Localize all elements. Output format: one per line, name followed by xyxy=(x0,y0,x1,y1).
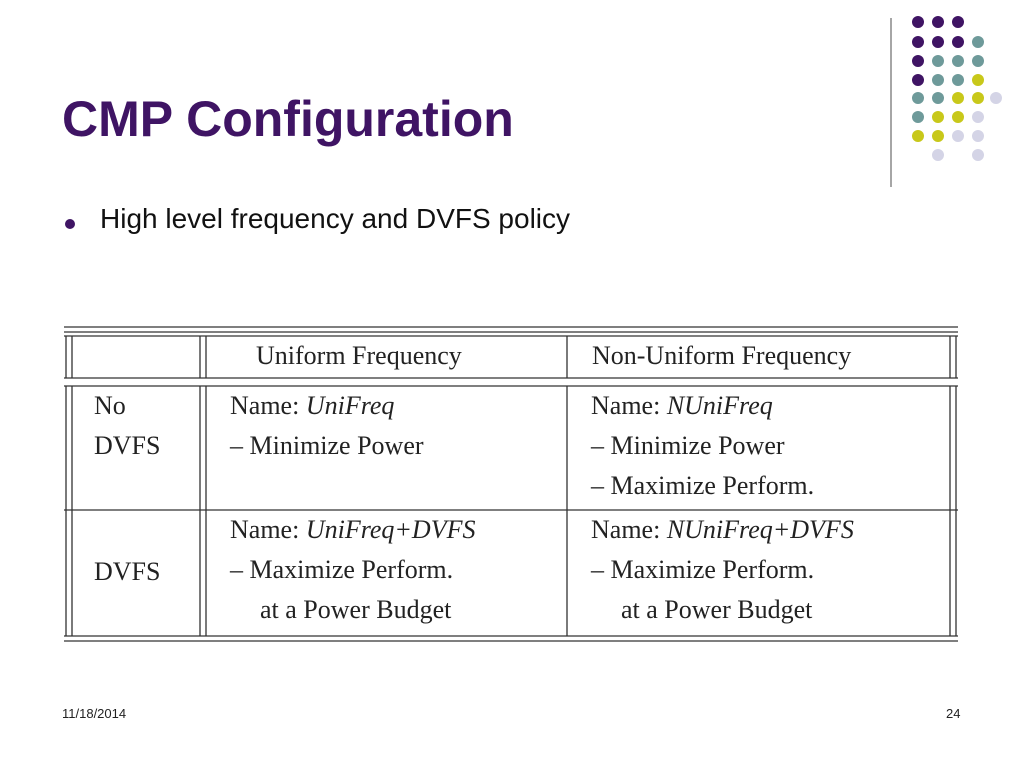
row-label-line: DVFS xyxy=(94,431,161,460)
bullet-dot xyxy=(65,219,75,229)
cell-line: – Maximize Perform. xyxy=(591,555,815,584)
row-label-line: DVFS xyxy=(94,557,161,586)
config-name: NUniFreq xyxy=(666,391,773,420)
column-header: Uniform Frequency xyxy=(256,341,462,370)
name-prefix: Name: xyxy=(230,391,300,420)
cell-line: at a Power Budget xyxy=(260,595,452,624)
row-label: DVFS xyxy=(94,552,160,592)
config-name: UniFreq xyxy=(305,391,395,420)
cell-line: – Maximize Perform. xyxy=(591,471,815,500)
column-header: Non-Uniform Frequency xyxy=(592,341,852,370)
config-name: NUniFreq+DVFS xyxy=(666,515,854,544)
cell-line: – Minimize Power xyxy=(591,431,785,460)
page-number: 24 xyxy=(946,706,961,721)
cell-line: – Maximize Perform. xyxy=(230,555,454,584)
footer-date: 11/18/2014 xyxy=(62,706,127,721)
bullet-text: High level frequency and DVFS policy xyxy=(100,203,571,234)
cell-line: – Minimize Power xyxy=(230,431,424,460)
row-label: No DVFS xyxy=(94,386,160,466)
name-prefix: Name: xyxy=(591,515,661,544)
title: CMP Configuration xyxy=(62,91,514,147)
cell: Name: NUniFreq – Minimize Power – Maximi… xyxy=(591,386,814,506)
row-label-line: No xyxy=(94,391,126,420)
cell: Name: NUniFreq+DVFS – Maximize Perform. … xyxy=(591,510,854,630)
cell: Name: UniFreq – Minimize Power xyxy=(230,386,424,466)
name-prefix: Name: xyxy=(230,515,300,544)
config-name: UniFreq+DVFS xyxy=(305,515,476,544)
name-prefix: Name: xyxy=(591,391,661,420)
cell: Name: UniFreq+DVFS – Maximize Perform. a… xyxy=(230,510,475,630)
cell-line: at a Power Budget xyxy=(621,595,813,624)
